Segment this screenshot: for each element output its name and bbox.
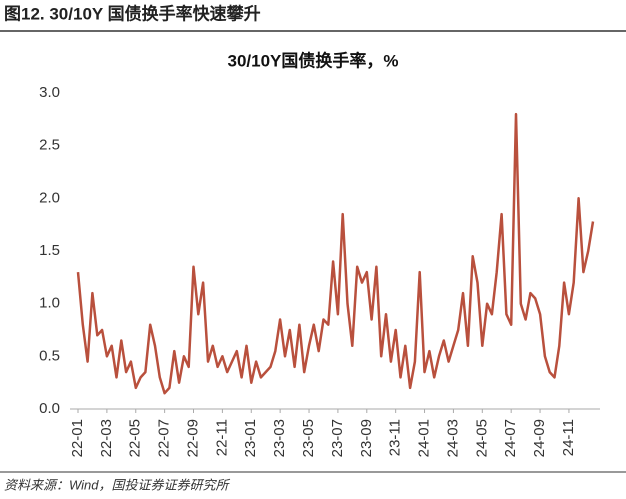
x-tick-label: 23-01	[242, 419, 259, 457]
x-tick-label: 23-07	[329, 419, 346, 457]
x-tick-label: 24-11	[560, 419, 577, 456]
x-tick-label: 22-01	[69, 419, 86, 457]
x-tick-label: 23-05	[300, 419, 317, 457]
x-tick-label: 22-11	[213, 419, 230, 456]
x-tick-label: 23-11	[387, 419, 404, 456]
source: 资料来源：Wind，国投证券证券研究所	[4, 477, 231, 492]
chart-title: 30/10Y国债换手率，%	[228, 50, 399, 70]
x-tick-label: 24-09	[531, 419, 548, 457]
y-tick-label: 0.5	[39, 347, 60, 364]
x-tick-label: 22-03	[98, 419, 115, 457]
x-tick-label: 24-07	[502, 419, 519, 457]
x-tick-label: 24-05	[473, 419, 490, 457]
y-tick-label: 3.0	[39, 84, 60, 101]
y-tick-label: 1.0	[39, 295, 60, 312]
y-tick-label: 0.0	[39, 400, 60, 417]
x-tick-label: 23-03	[271, 419, 288, 457]
y-tick-label: 1.5	[39, 242, 60, 259]
header: 图12. 30/10Y 国债换手率快速攀升	[4, 3, 261, 23]
y-tick-label: 2.0	[39, 189, 60, 206]
line-series	[76, 112, 595, 395]
x-tick-label: 22-07	[156, 419, 173, 457]
x-tick-label: 24-03	[444, 419, 461, 457]
x-tick-label: 23-09	[358, 419, 375, 457]
x-tick-label: 22-05	[127, 419, 144, 457]
y-tick-label: 2.5	[39, 137, 60, 154]
x-tick-label: 22-09	[184, 419, 201, 457]
x-tick-label: 24-01	[416, 419, 433, 457]
